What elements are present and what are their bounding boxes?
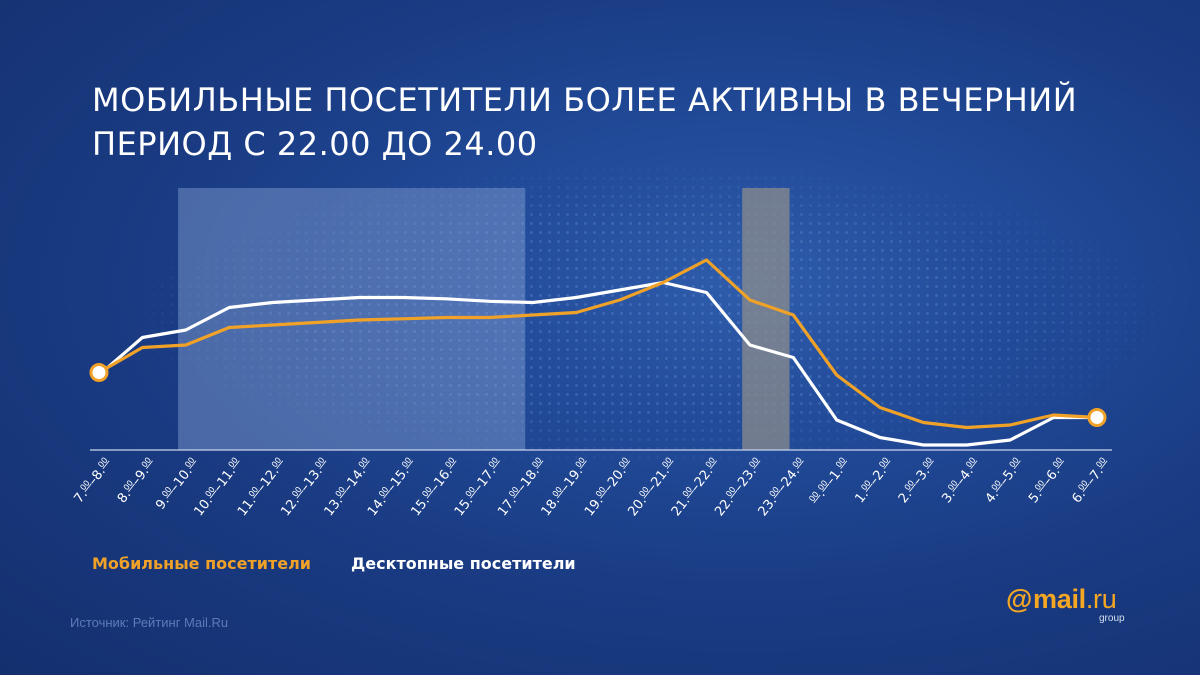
source-note: Источник: Рейтинг Mail.Ru (70, 615, 229, 630)
x-tick-label: 23.00–24.00 (755, 456, 810, 520)
series-line-mobile (97, 258, 1099, 430)
page-title: МОБИЛЬНЫЕ ПОСЕТИТЕЛИ БОЛЕЕ АКТИВНЫ В ВЕЧ… (92, 81, 1078, 163)
end-point-marker (1087, 408, 1107, 427)
x-tick-label: 00.00–1.00 (807, 456, 853, 508)
x-tick-label: 5.00–6.00 (1025, 456, 1069, 507)
highlight-band-evening (742, 188, 790, 450)
mailru-group-logo: @mail.ru group (1006, 584, 1146, 629)
logo-mail: mail (1033, 584, 1086, 614)
x-tick-label: 7.00–8.00 (71, 456, 115, 507)
world-map-dots (140, 165, 1160, 465)
x-tick-label: 15.00–16.00 (408, 456, 463, 520)
x-tick-label: 9.00–10.00 (152, 456, 202, 513)
legend-desktop: Десктопные посетители (351, 554, 576, 573)
x-tick-label: 6.00–7.00 (1069, 456, 1113, 507)
logo-group: group (1099, 613, 1125, 624)
legend-mobile: Мобильные посетители (92, 554, 311, 573)
x-tick-label: 8.00–9.00 (114, 456, 158, 507)
x-tick-label: 3.00–4.00 (939, 456, 983, 507)
x-tick-label: 1.00–2.00 (852, 456, 896, 507)
x-tick-label: 4.00–5.00 (982, 456, 1026, 507)
series-line-desktop (97, 280, 1099, 447)
x-tick-label: 2.00–3.00 (895, 456, 939, 507)
logo-ru: .ru (1085, 584, 1117, 614)
logo-at-sign: @ (1006, 584, 1033, 614)
logo-wordmark: @mail.ru (1006, 584, 1146, 614)
start-point-marker (89, 363, 109, 382)
